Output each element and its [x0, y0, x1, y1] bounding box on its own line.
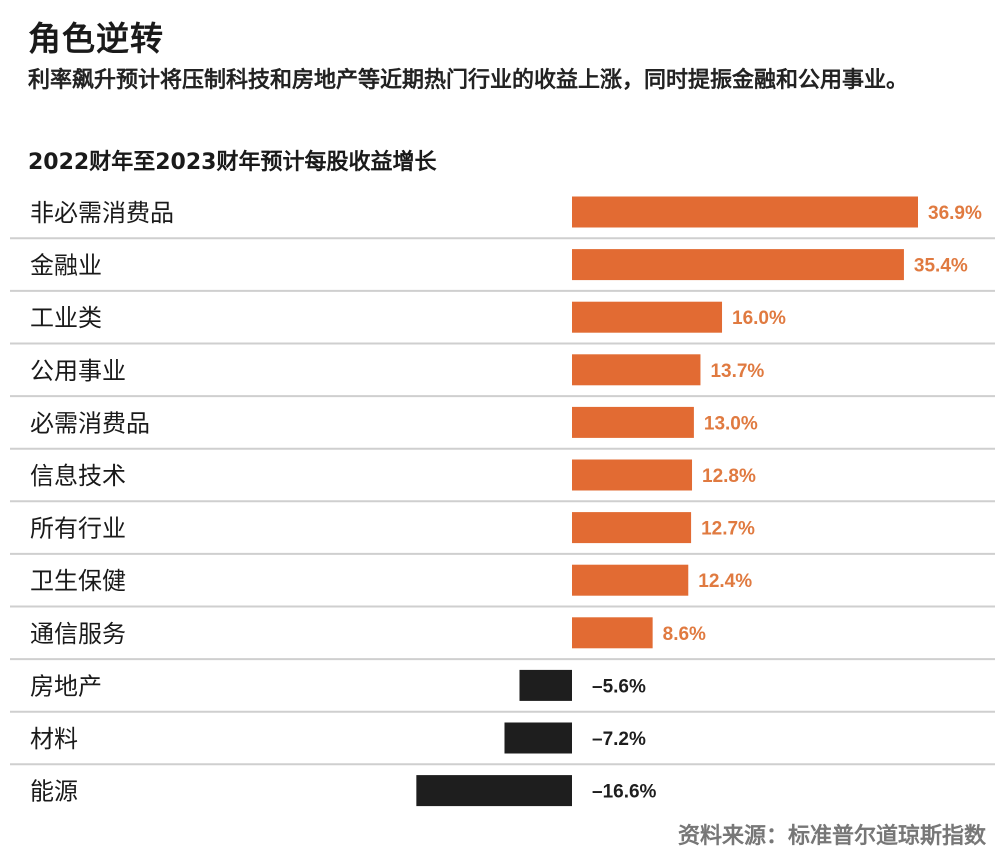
bar	[572, 459, 693, 491]
value-label: –16.6%	[592, 782, 657, 803]
bar	[416, 775, 572, 807]
category-label: 能源	[30, 778, 78, 806]
bar	[572, 301, 723, 333]
category-label: 通信服务	[30, 620, 126, 648]
value-label: 12.7%	[701, 519, 755, 540]
value-label: 35.4%	[914, 256, 968, 277]
bar	[572, 249, 904, 281]
value-label: –7.2%	[592, 729, 646, 750]
category-label: 必需消费品	[30, 409, 150, 437]
value-label: 13.0%	[704, 413, 758, 434]
value-label: –5.6%	[592, 676, 646, 697]
bar	[519, 669, 572, 701]
bar	[572, 617, 653, 649]
category-label: 材料	[30, 725, 78, 753]
chart-headline: 角色逆转	[28, 19, 164, 58]
chart-title: 2022财年至2023财年预计每股收益增长	[28, 150, 437, 175]
category-label: 卫生保健	[30, 567, 126, 595]
category-label: 信息技术	[30, 462, 126, 490]
value-label: 36.9%	[928, 203, 982, 224]
bar	[572, 354, 701, 386]
category-label: 所有行业	[30, 515, 126, 543]
category-label: 房地产	[30, 672, 102, 700]
value-label: 16.0%	[732, 308, 786, 329]
chart-subtitle: 利率飙升预计将压制科技和房地产等近期热门行业的收益上涨，同时提振金融和公用事业。	[28, 68, 909, 93]
value-label: 8.6%	[663, 624, 706, 645]
category-label: 公用事业	[30, 357, 126, 385]
category-label: 金融业	[30, 252, 102, 280]
value-label: 12.4%	[698, 571, 752, 592]
bar	[572, 196, 918, 228]
category-label: 非必需消费品	[30, 199, 174, 227]
bar	[572, 406, 694, 438]
category-label: 工业类	[30, 304, 102, 332]
value-label: 12.8%	[702, 466, 756, 487]
bar	[572, 512, 692, 544]
bar	[504, 722, 572, 754]
value-label: 13.7%	[710, 361, 764, 382]
source-note: 资料来源：标准普尔道琼斯指数	[677, 824, 986, 849]
bar	[572, 564, 689, 596]
